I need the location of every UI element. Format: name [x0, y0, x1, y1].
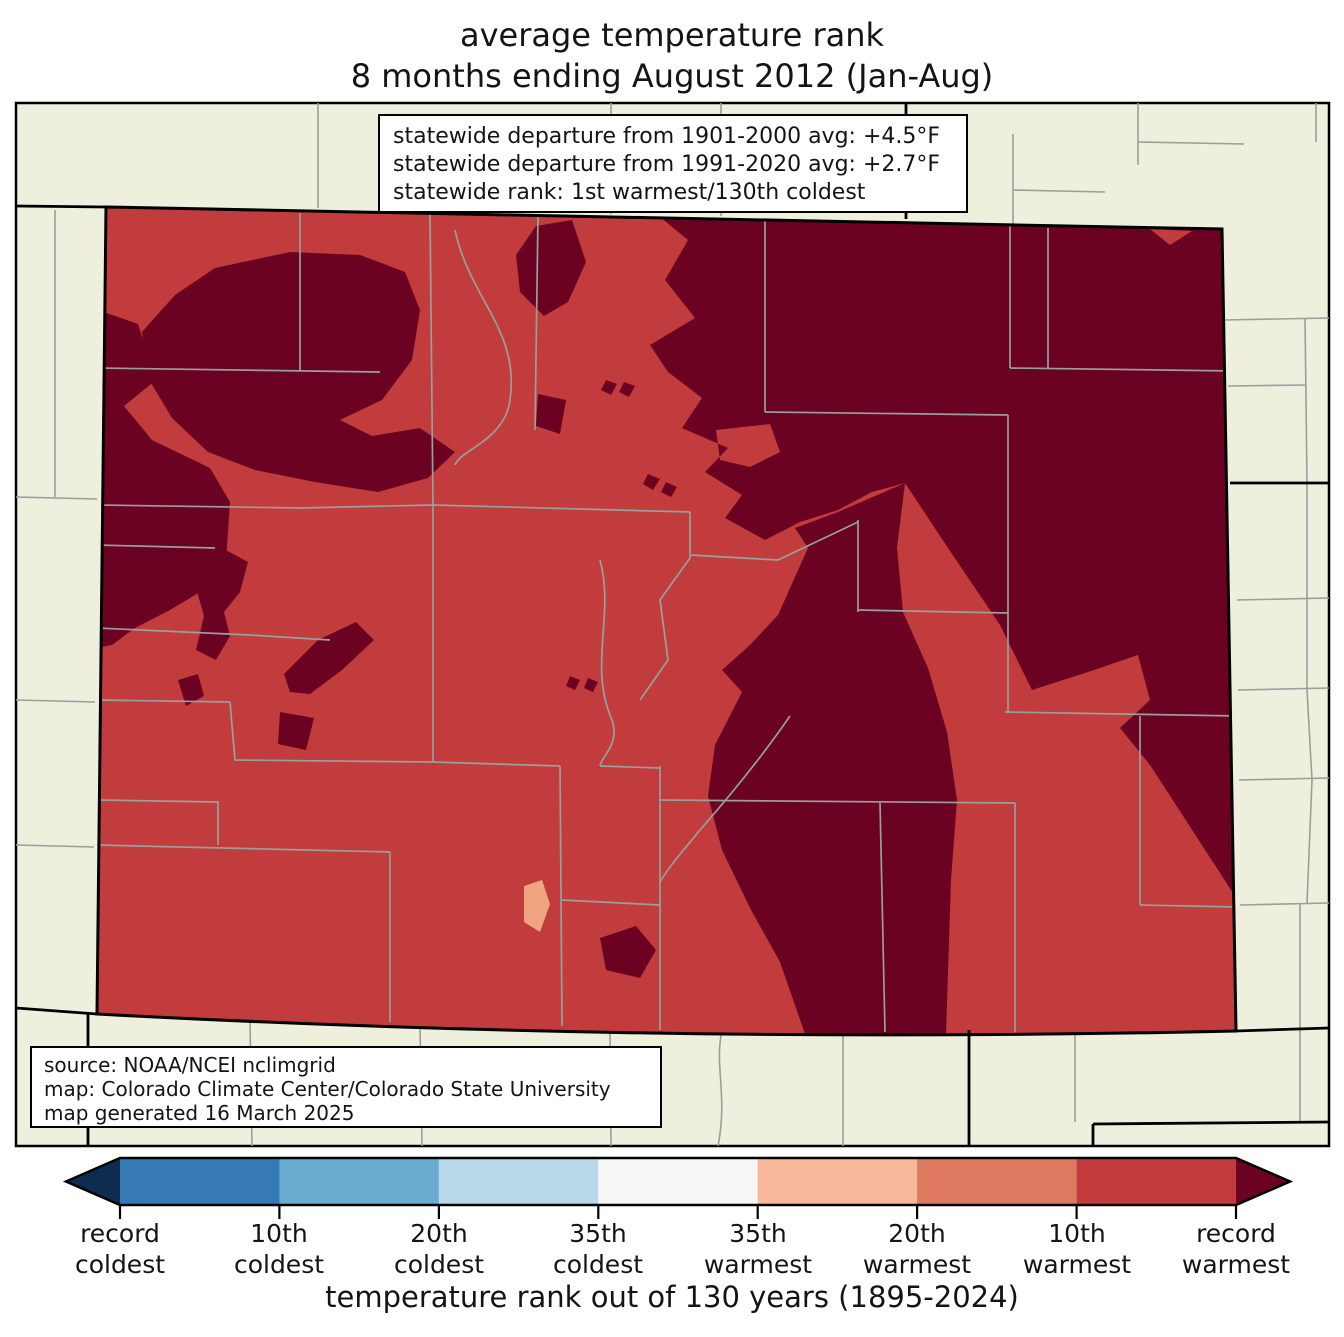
tick-label-35th-coldest: 35th coldest: [552, 1219, 644, 1279]
region-north-center-blob: [516, 220, 586, 316]
temperature-rank-colorbar: [62, 1156, 1294, 1219]
tick-label-record-coldest: record coldest: [74, 1219, 166, 1279]
tick-label-record-warmest: record warmest: [1181, 1219, 1291, 1279]
stat-departure-1901-2000: statewide departure from 1901-2000 avg: …: [393, 124, 941, 149]
colorado-county-lines: [97, 213, 1236, 1033]
region-central-east-mass: [708, 483, 957, 1034]
statewide-stats-box: statewide departure from 1901-2000 avg: …: [378, 114, 968, 213]
colorbar-seg-5: [757, 1158, 918, 1205]
record-warmest-regions: [97, 217, 1233, 1034]
colorbar-seg-7: [1076, 1158, 1237, 1205]
tick-label-35th-warmest: 35th warmest: [703, 1219, 813, 1279]
colorbar-left-arrow: [66, 1158, 120, 1205]
region-south-center-blob: [600, 926, 656, 978]
stat-departure-1991-2020: statewide departure from 1991-2020 avg: …: [393, 152, 941, 177]
tick-label-10th-coldest: 10th coldest: [233, 1219, 325, 1279]
colorbar-ticks: [118, 1205, 1238, 1219]
generated-date-line: map generated 16 March 2025: [44, 1101, 355, 1125]
source-line: source: NOAA/NCEI nclimgrid: [44, 1053, 336, 1077]
region-small-oval: [178, 674, 204, 706]
colorado-state-border: [95, 205, 1238, 1037]
figure-title-line1: average temperature rank: [459, 16, 885, 54]
region-peach-spot: [524, 880, 550, 932]
region-sblob: [196, 548, 248, 660]
figure-title-line2: 8 months ending August 2012 (Jan-Aug): [350, 57, 994, 95]
region-diagonal-chain: [284, 622, 374, 694]
region-small-blob: [278, 712, 314, 750]
colorbar-seg-3: [438, 1158, 599, 1205]
colorbar-right-arrow: [1236, 1158, 1290, 1205]
map-credit-line: map: Colorado Climate Center/Colorado St…: [44, 1077, 611, 1101]
source-attribution-box: source: NOAA/NCEI nclimgrid map: Colorad…: [30, 1046, 662, 1128]
colorado-temperature-rank-map: [14, 101, 1331, 1148]
colorbar-seg-1: [120, 1158, 280, 1205]
region-west-border-strip: [97, 310, 230, 648]
colorbar-caption: temperature rank out of 130 years (1895-…: [325, 1280, 1019, 1314]
neighbor-state-borders: [15, 103, 1330, 1146]
colorbar-seg-2: [279, 1158, 439, 1205]
tick-label-20th-warmest: 20th warmest: [862, 1219, 972, 1279]
stat-rank: statewide rank: 1st warmest/130th coldes…: [393, 180, 866, 205]
region-northwest-blob: [142, 252, 455, 492]
region-northeast-mass: [650, 217, 1233, 893]
tick-label-10th-warmest: 10th warmest: [1022, 1219, 1132, 1279]
region-north-center-small: [536, 394, 566, 434]
colorbar-seg-6: [917, 1158, 1077, 1205]
colorbar-seg-4: [598, 1158, 758, 1205]
tick-label-20th-coldest: 20th coldest: [393, 1219, 485, 1279]
